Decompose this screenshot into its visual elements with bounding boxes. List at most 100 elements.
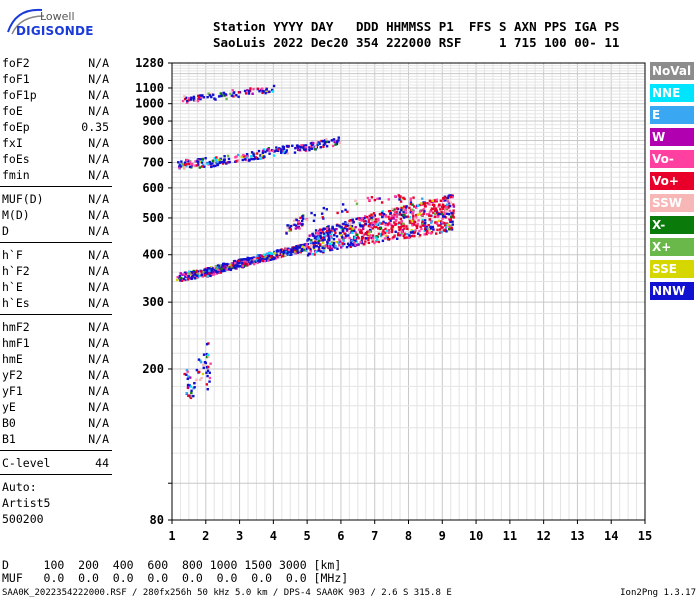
echo-point [186, 383, 190, 387]
echo-point [309, 243, 312, 246]
echo-point [218, 265, 222, 269]
echo-point [389, 209, 392, 213]
echo-point [223, 160, 226, 164]
panel-separator [0, 186, 112, 187]
echo-point [307, 252, 311, 255]
echo-point [200, 376, 203, 380]
echo-point [256, 261, 259, 265]
echo-point [303, 246, 306, 249]
echo-point [449, 215, 453, 219]
echo-point [357, 217, 360, 220]
echo-point [355, 240, 358, 243]
echo-point [397, 232, 400, 235]
echo-point [325, 229, 329, 233]
echo-point [317, 233, 320, 236]
echo-point [236, 153, 240, 157]
param-value: N/A [88, 416, 109, 430]
echo-point [261, 149, 265, 153]
echo-point [395, 213, 398, 217]
param-value: N/A [88, 384, 109, 398]
echo-point [396, 237, 399, 240]
echo-point [183, 271, 187, 275]
echo-point [308, 148, 311, 152]
echo-point [327, 140, 331, 144]
echo-point [397, 222, 400, 226]
param-row: foF1 N/A [2, 72, 109, 88]
echo-point [180, 279, 184, 282]
echo-point [413, 223, 416, 226]
param-name: yE [2, 400, 16, 414]
echo-point [359, 217, 362, 220]
echo-point [338, 231, 342, 235]
echo-point [381, 213, 384, 216]
echo-point [355, 217, 358, 221]
echo-point [409, 197, 412, 200]
echo-point [389, 212, 393, 215]
echo-point [351, 231, 354, 235]
echo-point [327, 225, 330, 228]
echo-point [259, 157, 263, 160]
echo-point [447, 204, 450, 208]
echo-point [265, 89, 268, 93]
echo-point [436, 215, 439, 218]
echo-point [402, 222, 405, 225]
echo-point [348, 243, 352, 247]
echo-point [244, 258, 247, 261]
legend-item: X+ [650, 238, 694, 256]
echo-point [439, 224, 442, 227]
param-row: fmin N/A [2, 168, 109, 184]
echo-point [273, 256, 276, 260]
echo-point [266, 90, 270, 94]
echo-point [308, 146, 311, 149]
echo-point [316, 143, 319, 146]
echo-point [281, 251, 285, 254]
echo-point [237, 91, 241, 94]
echo-point [179, 276, 183, 280]
echo-point [252, 87, 255, 91]
echo-point [196, 99, 200, 103]
echo-point [184, 275, 187, 278]
param-value: N/A [88, 72, 109, 86]
echo-point [331, 225, 334, 229]
echo-point [193, 382, 196, 385]
echo-point [267, 259, 270, 262]
echo-point [314, 241, 318, 245]
echo-point [197, 274, 201, 278]
echo-point [333, 140, 336, 144]
echo-point [294, 146, 297, 150]
echo-point [354, 199, 357, 203]
echo-point [225, 268, 228, 271]
echo-point [426, 202, 429, 205]
echo-point [208, 267, 211, 270]
echo-point [249, 262, 252, 265]
echo-point [289, 224, 293, 228]
echo-point [427, 223, 430, 227]
echo-point [324, 244, 327, 248]
echo-point [318, 243, 322, 246]
param-value: N/A [88, 136, 109, 150]
echo-point [187, 394, 190, 397]
echo-point [213, 157, 216, 160]
y-tick-labels: 80 200 300 400 500 600 700 800 900 1000 1100 1280 [135, 56, 172, 527]
echo-point [231, 89, 234, 92]
echo-point [323, 234, 327, 237]
echo-point [360, 219, 363, 222]
echo-point [400, 232, 403, 235]
echo-point [301, 217, 305, 220]
echo-point [399, 200, 403, 203]
echo-point [318, 228, 322, 231]
echo-point [421, 220, 424, 223]
echo-point [198, 370, 201, 374]
echo-point [216, 161, 219, 164]
echo-point [322, 241, 325, 245]
echo-point [214, 164, 217, 168]
echo-point [444, 209, 447, 213]
echo-point [229, 268, 233, 272]
echo-point [387, 198, 390, 201]
echo-point [349, 225, 352, 228]
echo-point [318, 142, 321, 146]
echo-point [398, 221, 401, 224]
echo-point [207, 355, 210, 358]
echo-point [405, 236, 408, 239]
echo-point [186, 370, 189, 373]
